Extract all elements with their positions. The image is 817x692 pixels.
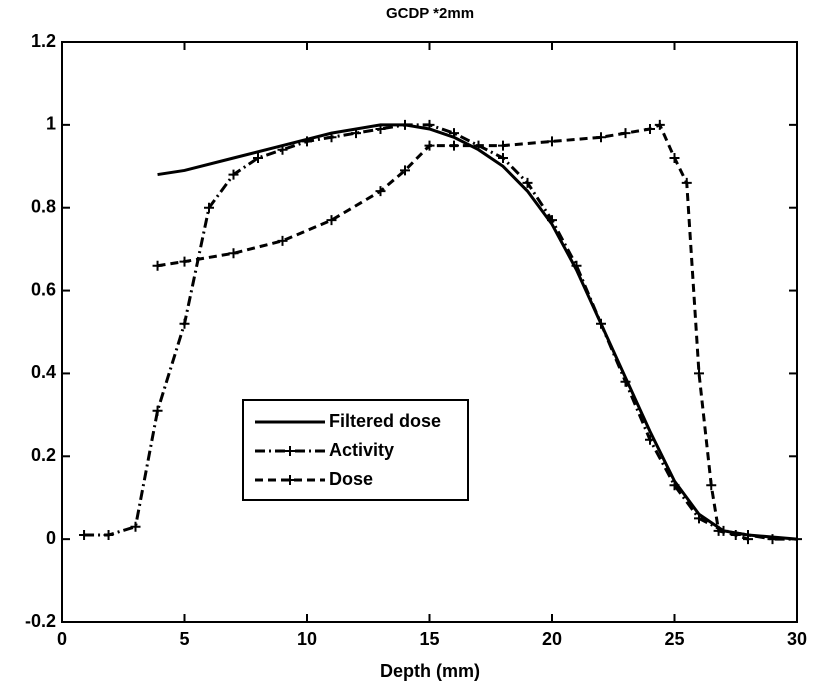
marker: [706, 480, 717, 491]
marker: [571, 260, 582, 271]
marker: [253, 153, 263, 163]
x-tick-label: 30: [787, 629, 807, 649]
marker: [424, 140, 435, 151]
y-tick-label: 1.2: [31, 31, 56, 51]
marker: [400, 165, 410, 176]
marker: [179, 256, 190, 267]
marker: [228, 169, 239, 180]
marker: [547, 136, 557, 147]
marker: [743, 534, 753, 545]
marker: [596, 132, 606, 143]
legend-label: Filtered dose: [329, 411, 441, 431]
y-tick-label: 0.8: [31, 196, 56, 216]
marker: [179, 318, 190, 329]
marker: [522, 177, 533, 188]
legend-label: Dose: [329, 469, 373, 489]
series-line: [157, 122, 749, 541]
marker: [79, 530, 90, 540]
x-tick-label: 20: [542, 629, 562, 649]
x-tick-label: 0: [57, 629, 67, 649]
marker: [654, 119, 665, 130]
legend-marker: [285, 475, 295, 485]
marker: [449, 140, 459, 151]
marker: [713, 525, 724, 536]
marker: [694, 513, 704, 524]
marker: [152, 405, 163, 416]
marker: [326, 132, 337, 143]
marker: [669, 153, 680, 163]
marker: [424, 119, 435, 130]
marker: [547, 215, 557, 226]
marker: [767, 534, 778, 545]
marker: [277, 144, 288, 155]
marker: [645, 434, 655, 445]
marker: [326, 215, 337, 226]
y-tick-label: 1: [46, 114, 56, 134]
marker: [204, 202, 214, 213]
y-tick-label: -0.2: [25, 611, 56, 631]
marker: [375, 124, 386, 134]
x-tick-label: 25: [664, 629, 684, 649]
marker: [645, 124, 655, 134]
marker: [669, 480, 680, 491]
marker: [498, 153, 508, 163]
chart-title: GCDP *2mm: [386, 5, 474, 22]
marker: [228, 248, 239, 259]
x-axis-label: Depth (mm): [380, 661, 480, 681]
legend-marker: [285, 446, 295, 456]
marker: [620, 128, 631, 139]
marker: [792, 534, 802, 545]
marker: [351, 128, 361, 139]
series-line: [84, 123, 797, 541]
y-tick-label: 0.2: [31, 445, 56, 465]
marker: [681, 177, 692, 188]
marker: [400, 119, 410, 130]
marker: [596, 318, 606, 329]
y-tick-label: 0.4: [31, 362, 56, 382]
x-tick-label: 10: [297, 629, 317, 649]
marker: [375, 186, 386, 197]
marker: [152, 260, 163, 271]
marker: [302, 136, 312, 147]
marker: [498, 140, 508, 151]
legend-label: Activity: [329, 440, 394, 460]
marker: [130, 521, 141, 532]
marker: [449, 128, 459, 139]
marker: [694, 368, 704, 379]
marker: [620, 376, 631, 387]
marker: [103, 530, 114, 540]
y-tick-label: 0: [46, 528, 56, 548]
y-tick-label: 0.6: [31, 279, 56, 299]
x-tick-label: 15: [419, 629, 439, 649]
marker: [730, 530, 741, 540]
x-tick-label: 5: [179, 629, 189, 649]
marker: [277, 235, 288, 246]
